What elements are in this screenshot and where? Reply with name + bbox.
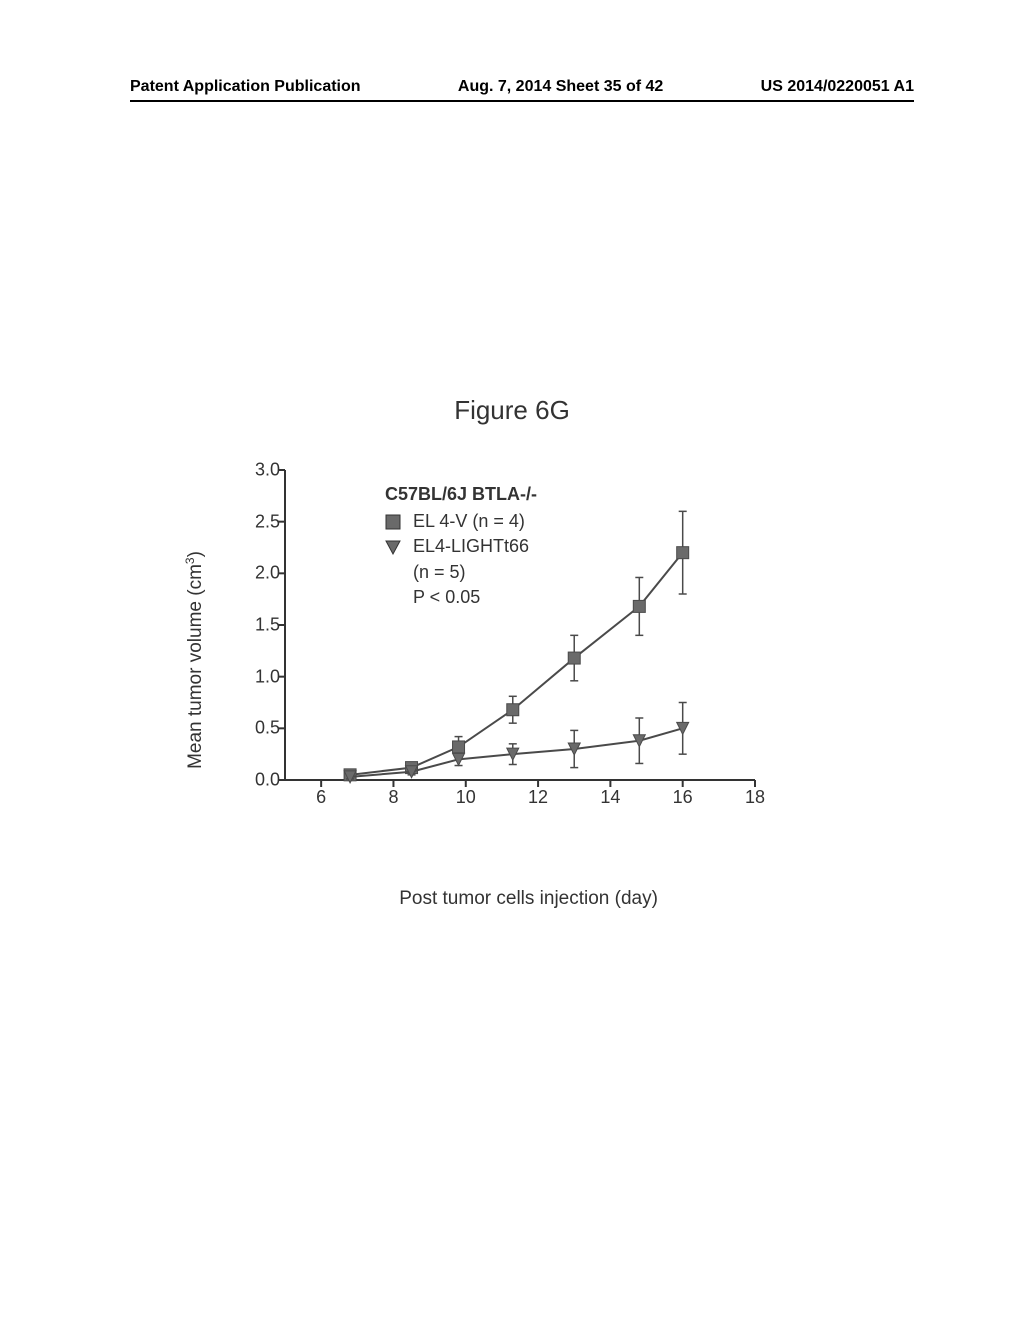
header-left: Patent Application Publication [130,78,361,96]
header-center: Aug. 7, 2014 Sheet 35 of 42 [458,78,663,96]
header-rule [130,100,914,102]
figure-title: Figure 6G [0,395,1024,426]
xtick-label: 8 [388,787,398,808]
square-marker-icon [385,514,401,530]
ytick-label: 1.5 [240,615,280,636]
ytick-label: 2.0 [240,563,280,584]
legend-subline: (n = 5) [413,560,537,585]
chart-container: Mean tumor volume (cm3) Post tumor cells… [215,460,775,860]
xtick-label: 6 [316,787,326,808]
legend-row: EL 4-V (n = 4) [385,509,537,534]
ytick-label: 3.0 [240,460,280,481]
x-axis-label: Post tumor cells injection (day) [399,888,658,910]
ytick-label: 1.0 [240,666,280,687]
header-right: US 2014/0220051 A1 [761,78,914,96]
xtick-label: 16 [673,787,693,808]
xtick-label: 10 [456,787,476,808]
ytick-label: 0.0 [240,770,280,791]
legend-row: EL4-LIGHTt66 [385,534,537,559]
legend-title: C57BL/6J BTLA-/- [385,482,537,507]
xtick-label: 12 [528,787,548,808]
legend-label: EL4-LIGHTt66 [413,534,529,559]
legend-label: EL 4-V (n = 4) [413,509,525,534]
xtick-label: 14 [600,787,620,808]
y-axis-label: Mean tumor volume (cm3) [183,551,207,769]
chart-legend: C57BL/6J BTLA-/- EL 4-V (n = 4) EL4-LIGH… [385,482,537,610]
xtick-label: 18 [745,787,765,808]
page-header: Patent Application Publication Aug. 7, 2… [0,78,1024,96]
plot-area: C57BL/6J BTLA-/- EL 4-V (n = 4) EL4-LIGH… [285,470,755,780]
ytick-label: 2.5 [240,511,280,532]
triangle-down-marker-icon [385,539,401,555]
legend-subline: P < 0.05 [413,585,537,610]
ytick-label: 0.5 [240,718,280,739]
